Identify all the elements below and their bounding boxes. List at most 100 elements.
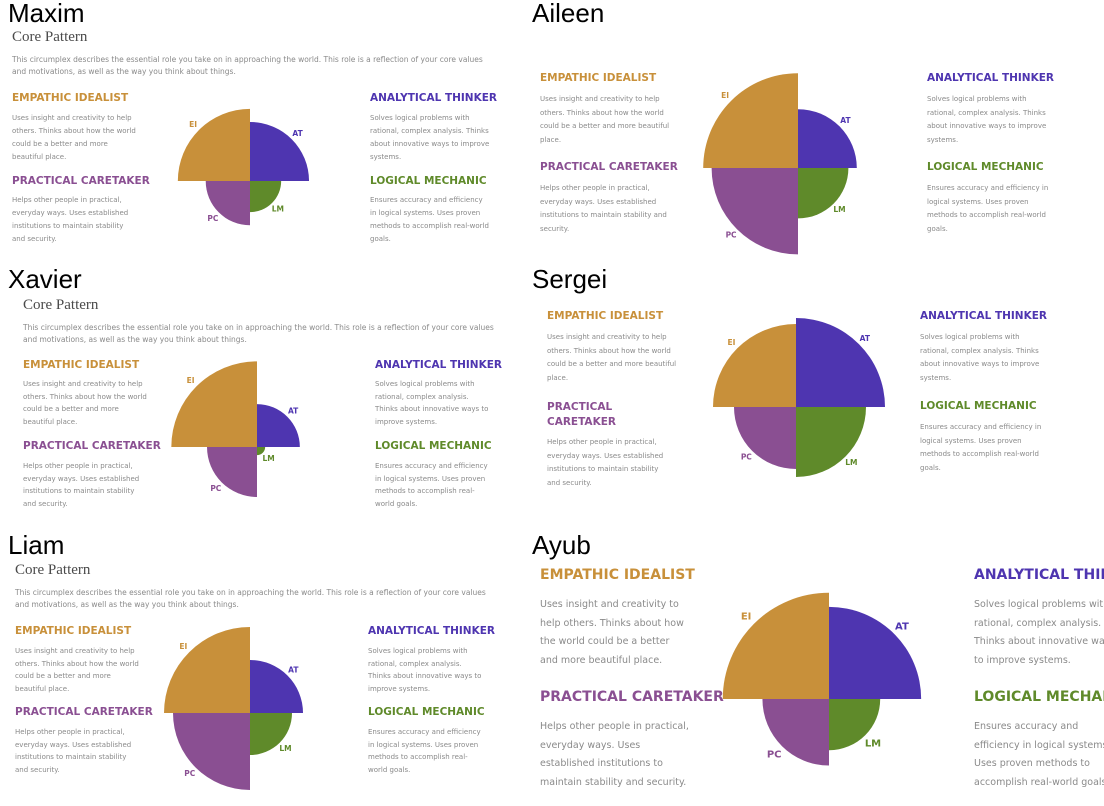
analytical-thinker-description: Solves logical problems with rational, c…	[974, 599, 1104, 666]
circumplex-chart: EI AT LM PC	[177, 108, 310, 226]
circumplex-chart: EI AT LM PC	[722, 592, 922, 766]
wedge-label-lm: LM	[865, 738, 881, 749]
person-name: Ayub	[532, 532, 591, 560]
logical-mechanic-heading: LOGICAL MECHANIC	[368, 706, 485, 718]
panel-ayub: Ayub EMPATHIC IDEALIST Uses insight and …	[530, 532, 1104, 806]
practical-caretaker-description: Helps other people in practical, everyda…	[540, 184, 667, 233]
empathic-idealist-heading: EMPATHIC IDEALIST	[547, 310, 664, 322]
empathic-idealist-description: Uses insight and creativity to help othe…	[540, 95, 670, 144]
wedge-label-ei: EI	[189, 120, 197, 129]
analytical-thinker-heading: ANALYTICAL THINKER	[927, 72, 1054, 84]
wedge-label-ei: EI	[179, 642, 187, 651]
empathic-idealist-description: Uses insight and creativity to help othe…	[15, 647, 139, 693]
analytical-thinker-description: Solves logical problems with rational, c…	[370, 114, 490, 161]
person-name: Aileen	[532, 0, 605, 28]
practical-caretaker-heading: PRACTICAL CARETAKER	[15, 706, 153, 718]
wedge-pc	[207, 447, 257, 497]
wedge-at	[798, 109, 857, 168]
core-pattern-description: This circumplex describes the essential …	[15, 588, 486, 609]
logical-mechanic-heading: LOGICAL MECHANIC	[370, 175, 487, 187]
wedge-label-at: AT	[288, 406, 299, 415]
logical-mechanic-description: Ensures accuracy and efficiency in logic…	[370, 196, 489, 243]
panel-aileen: Aileen EMPATHIC IDEALIST Uses insight an…	[530, 0, 1104, 270]
wedge-lm	[250, 181, 282, 213]
core-pattern-title: Core Pattern	[12, 29, 88, 45]
wedge-label-ei: EI	[728, 338, 736, 347]
wedge-label-lm: LM	[262, 454, 274, 463]
wedge-at	[829, 606, 922, 699]
logical-mechanic-heading: LOGICAL MECHANIC	[375, 440, 492, 452]
wedge-label-lm: LM	[279, 744, 291, 753]
wedge-label-at: AT	[292, 129, 303, 138]
wedge-label-pc: PC	[184, 769, 195, 778]
person-name: Sergei	[532, 266, 608, 294]
wedge-pc	[173, 713, 250, 790]
circumplex-chart: EI AT LM PC	[164, 627, 303, 790]
practical-caretaker-heading: PRACTICAL CARETAKER	[540, 689, 724, 705]
wedge-ei	[703, 73, 798, 168]
wedge-ei	[177, 108, 250, 181]
practical-caretaker-description: Helps other people in practical, everyda…	[12, 196, 129, 243]
wedge-at	[796, 318, 885, 407]
wedge-ei	[171, 361, 257, 447]
analytical-thinker-description: Solves logical problems with rational, c…	[927, 95, 1047, 144]
empathic-idealist-heading: EMPATHIC IDEALIST	[540, 567, 695, 583]
person-name: Xavier	[8, 266, 82, 294]
wedge-lm	[250, 713, 292, 755]
wedge-label-lm: LM	[272, 204, 284, 213]
practical-caretaker-description: Helps other people in practical, everyda…	[15, 728, 132, 774]
wedge-label-ei: EI	[741, 612, 752, 623]
logical-mechanic-description: Ensures accuracy and efficiency in logic…	[375, 462, 488, 508]
core-pattern-description: This circumplex describes the essential …	[23, 323, 494, 344]
wedge-pc	[205, 181, 250, 226]
wedge-label-lm: LM	[833, 205, 845, 214]
logical-mechanic-description: Ensures accuracy and efficiency in logic…	[927, 184, 1049, 233]
practical-caretaker-description: Helps other people in practical, everyda…	[540, 721, 689, 788]
logical-mechanic-heading: LOGICAL MECHANIC	[974, 689, 1104, 705]
core-pattern-title: Core Pattern	[23, 297, 99, 313]
wedge-label-pc: PC	[726, 231, 737, 240]
wedge-label-pc: PC	[767, 749, 782, 760]
wedge-pc	[762, 699, 829, 766]
analytical-thinker-description: Solves logical problems with rational, c…	[368, 647, 482, 693]
wedge-label-at: AT	[895, 622, 909, 633]
analytical-thinker-heading: ANALYTICAL THINKER	[920, 310, 1047, 322]
wedge-label-at: AT	[288, 665, 299, 674]
logical-mechanic-description: Ensures accuracy and efficiency in logic…	[920, 423, 1042, 472]
wedge-ei	[713, 324, 796, 407]
practical-caretaker-heading: PRACTICAL CARETAKER	[12, 175, 150, 187]
wedge-label-ei: EI	[721, 91, 729, 100]
logical-mechanic-heading: LOGICAL MECHANIC	[927, 161, 1044, 173]
panel-sergei: Sergei EMPATHIC IDEALIST Uses insight an…	[530, 266, 1104, 516]
practical-caretaker-heading: PRACTICAL CARETAKER	[547, 401, 616, 428]
practical-caretaker-heading: PRACTICAL CARETAKER	[540, 161, 678, 173]
analytical-thinker-heading: ANALYTICAL THINKER	[375, 359, 502, 371]
practical-caretaker-description: Helps other people in practical, everyda…	[23, 462, 140, 508]
analytical-thinker-description: Solves logical problems with rational, c…	[920, 333, 1040, 382]
circumplex-chart: EI AT LM PC	[713, 318, 885, 477]
wedge-ei	[722, 592, 829, 699]
wedge-at	[250, 121, 310, 181]
wedge-at	[250, 660, 303, 713]
logical-mechanic-description: Ensures accuracy and efficiency in logic…	[974, 721, 1104, 788]
wedge-label-lm: LM	[845, 458, 857, 467]
empathic-idealist-description: Uses insight and creativity to help othe…	[547, 333, 677, 382]
practical-caretaker-heading: PRACTICAL CARETAKER	[23, 440, 161, 452]
wedge-at	[257, 404, 300, 447]
empathic-idealist-description: Uses insight and creativity to help othe…	[540, 599, 684, 666]
wedge-lm	[796, 407, 866, 477]
wedge-lm	[798, 168, 849, 219]
analytical-thinker-description: Solves logical problems with rational, c…	[375, 380, 489, 426]
logical-mechanic-description: Ensures accuracy and efficiency in logic…	[368, 728, 481, 774]
wedge-label-at: AT	[840, 116, 851, 125]
wedge-lm	[257, 447, 266, 456]
wedge-label-ei: EI	[187, 376, 195, 385]
empathic-idealist-heading: EMPATHIC IDEALIST	[540, 72, 657, 84]
wedge-pc	[711, 168, 798, 255]
panel-liam: Liam Core Pattern This circumplex descri…	[0, 532, 520, 806]
panel-maxim: Maxim Core Pattern This circumplex descr…	[0, 0, 520, 270]
panel-xavier: Xavier Core Pattern This circumplex desc…	[0, 266, 520, 516]
analytical-thinker-heading: ANALYTICAL THINKER	[370, 92, 497, 104]
wedge-label-pc: PC	[207, 214, 218, 223]
wedge-label-at: AT	[860, 334, 871, 343]
